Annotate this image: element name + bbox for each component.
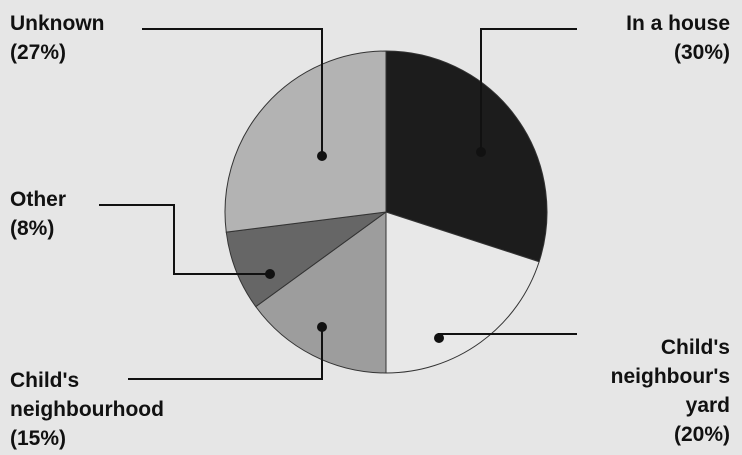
slice-childs-neighbours-yard (385, 211, 540, 374)
leader-other (99, 204, 270, 275)
label-unknown: Unknown (27%) (10, 12, 105, 64)
leader-in-a-house-dot (476, 147, 486, 157)
leader-childs-neighbourhood (128, 327, 323, 380)
slice-childs-neighbourhood (255, 211, 387, 374)
label-other: Other (8%) (10, 188, 67, 240)
leader-other-dot (265, 269, 275, 279)
label-childs-neighbours-yard: Child's neighbour's yard (20%) (610, 336, 730, 446)
label-in-a-house: In a house (30%) (626, 12, 730, 64)
leader-childs-neighbours-yard-dot (434, 333, 444, 343)
label-childs-neighbourhood: Child's neighbourhood (15%) (10, 369, 164, 450)
leader-in-a-house (480, 28, 577, 152)
leader-unknown-dot (317, 151, 327, 161)
slice-in-a-house (385, 50, 548, 263)
slice-unknown (224, 50, 387, 233)
leader-childs-neighbourhood-dot (317, 322, 327, 332)
leader-unknown (142, 28, 323, 156)
